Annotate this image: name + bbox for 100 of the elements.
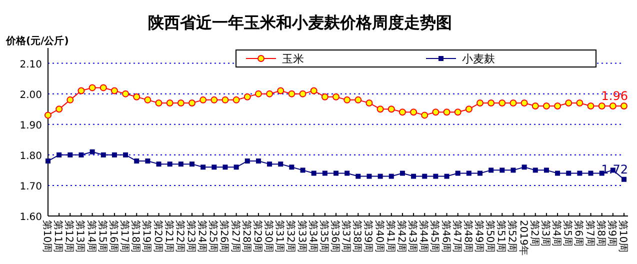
point [266,90,274,98]
x-tick-label: 第7周 [584,220,596,246]
point [510,168,516,173]
point [433,174,438,179]
point [500,168,505,173]
point [256,158,261,164]
point [156,162,162,167]
x-tick-label: 第8周 [594,220,607,246]
point [200,96,207,104]
legend-label: 小麦麸 [462,52,495,66]
x-tick-label: 第9周 [606,220,618,246]
x-tick-label: 2019年 [517,220,530,256]
x-tick-label: 第12周 [63,220,76,253]
x-tick-label: 第39周 [362,220,374,253]
x-tick-label: 第6周 [572,220,585,246]
point [322,170,328,176]
point [267,162,272,167]
point [620,102,628,110]
point [232,96,240,104]
point [123,152,128,158]
point [532,102,539,110]
x-tick-label: 第48周 [462,220,474,253]
point [78,152,84,158]
point [133,93,140,100]
point [576,99,584,106]
x-tick-label: 第17周 [118,220,131,253]
point [488,99,495,106]
point [188,99,196,106]
x-tick-label: 第43周 [406,220,419,253]
x-tick-label: 第18周 [130,220,142,253]
x-tick-label: 第19周 [140,220,153,253]
x-tick-label: 第25周 [207,220,220,253]
point [588,170,594,176]
point [587,102,594,110]
x-tick-label: 第5周 [562,220,574,246]
point [234,164,239,170]
point [78,87,85,94]
x-tick-label: 第36周 [329,220,341,253]
point [112,152,117,158]
x-tick-label: 第23周 [185,220,197,253]
point [422,174,428,179]
x-tick-label: 第3周 [539,220,552,246]
y-tick-label: 1.90 [20,120,42,132]
point [222,164,228,170]
point [90,149,95,154]
point [510,99,517,106]
point [100,152,106,158]
point [520,99,528,106]
x-tick-label: 第51周 [495,220,508,253]
y-tick-label: 1.60 [20,212,42,223]
x-tick-label: 第15周 [96,220,108,253]
x-tick-label: 第50周 [484,220,496,253]
point [577,170,582,176]
point [222,96,229,104]
point [488,168,494,173]
x-tick-label: 第14周 [85,220,98,253]
point [200,164,206,170]
x-tick-label: 第30周 [262,220,275,253]
point [544,168,549,173]
y-tick-label: 2.10 [20,59,42,70]
point [289,164,294,170]
point [278,162,284,167]
point [334,170,338,176]
point [421,112,428,119]
x-tick-label: 第27周 [229,220,242,253]
point [476,99,484,106]
x-tick-label: 第13周 [74,220,86,253]
x-tick-label: 第42周 [395,220,408,253]
y-tick-label: 2.00 [20,90,42,101]
point [565,99,572,106]
point [68,152,73,158]
point [388,174,394,179]
point [566,170,572,176]
x-tick-label: 第37周 [340,220,352,253]
point [311,170,316,176]
x-tick-label: 第4周 [550,220,563,246]
point [244,93,251,100]
point [100,84,107,92]
point [210,96,218,104]
x-tick-label: 第10周 [617,220,629,253]
point [376,106,384,113]
point [277,87,284,94]
point [443,108,450,116]
point [465,106,472,113]
point [454,108,462,116]
point [432,108,440,116]
point [344,170,350,176]
point [498,99,506,106]
point [388,106,395,113]
point [410,108,418,116]
point [366,174,372,179]
point [122,90,130,98]
x-tick-label: 第40周 [373,220,386,253]
point [411,174,416,179]
x-tick-label: 第26周 [218,220,230,253]
x-tick-label: 第45周 [428,220,441,253]
point [56,106,63,113]
point [88,84,96,92]
point [354,96,362,104]
x-tick-label: 第29周 [251,220,264,253]
